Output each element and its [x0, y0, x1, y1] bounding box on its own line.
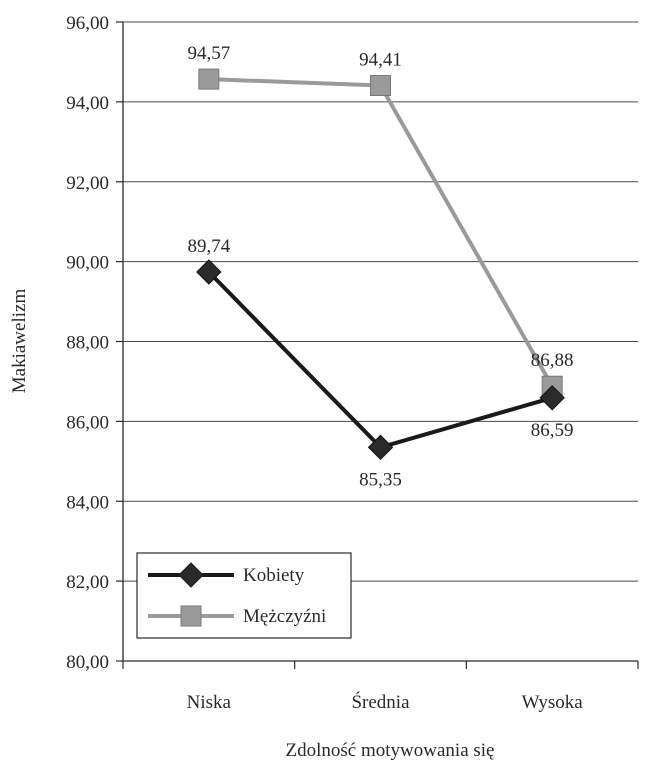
y-axis-title: Makiawelizm: [9, 289, 30, 394]
y-tick-label: 94,00: [66, 93, 109, 114]
data-label: 85,35: [359, 469, 402, 490]
y-tick-label: 88,00: [66, 333, 109, 354]
data-point-square: [198, 68, 220, 90]
legend-box: [136, 552, 352, 639]
legend: Kobiety Mężczyźni: [136, 552, 352, 639]
series: [196, 68, 565, 461]
data-label: 86,88: [531, 350, 574, 371]
data-label: 94,57: [187, 43, 230, 64]
y-tick-label: 96,00: [66, 13, 109, 34]
gridlines: [123, 21, 638, 582]
x-axis-title: Zdolność motywowania się: [286, 740, 495, 761]
data-labels: 94,57 94,41 86,88 89,74 85,35 86,59: [187, 43, 573, 490]
axes: [116, 21, 639, 669]
y-tick-label: 86,00: [66, 412, 109, 433]
y-tick-label: 82,00: [66, 572, 109, 593]
x-tick-label: Średnia: [351, 691, 410, 713]
data-point-square: [370, 75, 391, 97]
y-tick-label: 92,00: [66, 173, 109, 194]
data-label: 94,41: [359, 50, 402, 71]
y-tick-label: 80,00: [66, 652, 109, 673]
legend-label-mezczyzni: Mężczyźni: [243, 606, 326, 627]
x-tick-labels: Niska Średnia Wysoka: [187, 691, 584, 713]
data-label: 86,59: [531, 420, 574, 441]
legend-square-icon: [180, 605, 202, 627]
y-tick-label: 84,00: [66, 492, 109, 513]
data-point-diamond: [367, 434, 394, 461]
data-point-diamond: [539, 385, 565, 411]
y-tick-labels: 80,00 82,00 84,00 86,00 88,00 90,00 92,00 94,00…: [66, 13, 109, 673]
data-point-diamond: [196, 259, 222, 285]
x-tick-label: Niska: [187, 692, 232, 713]
x-tick-label: Wysoka: [522, 692, 584, 713]
data-label: 89,74: [187, 236, 230, 257]
legend-diamond-icon: [178, 562, 204, 588]
series-line-1: [208, 77, 554, 388]
legend-label-kobiety: Kobiety: [243, 565, 305, 586]
y-tick-label: 90,00: [66, 253, 109, 274]
